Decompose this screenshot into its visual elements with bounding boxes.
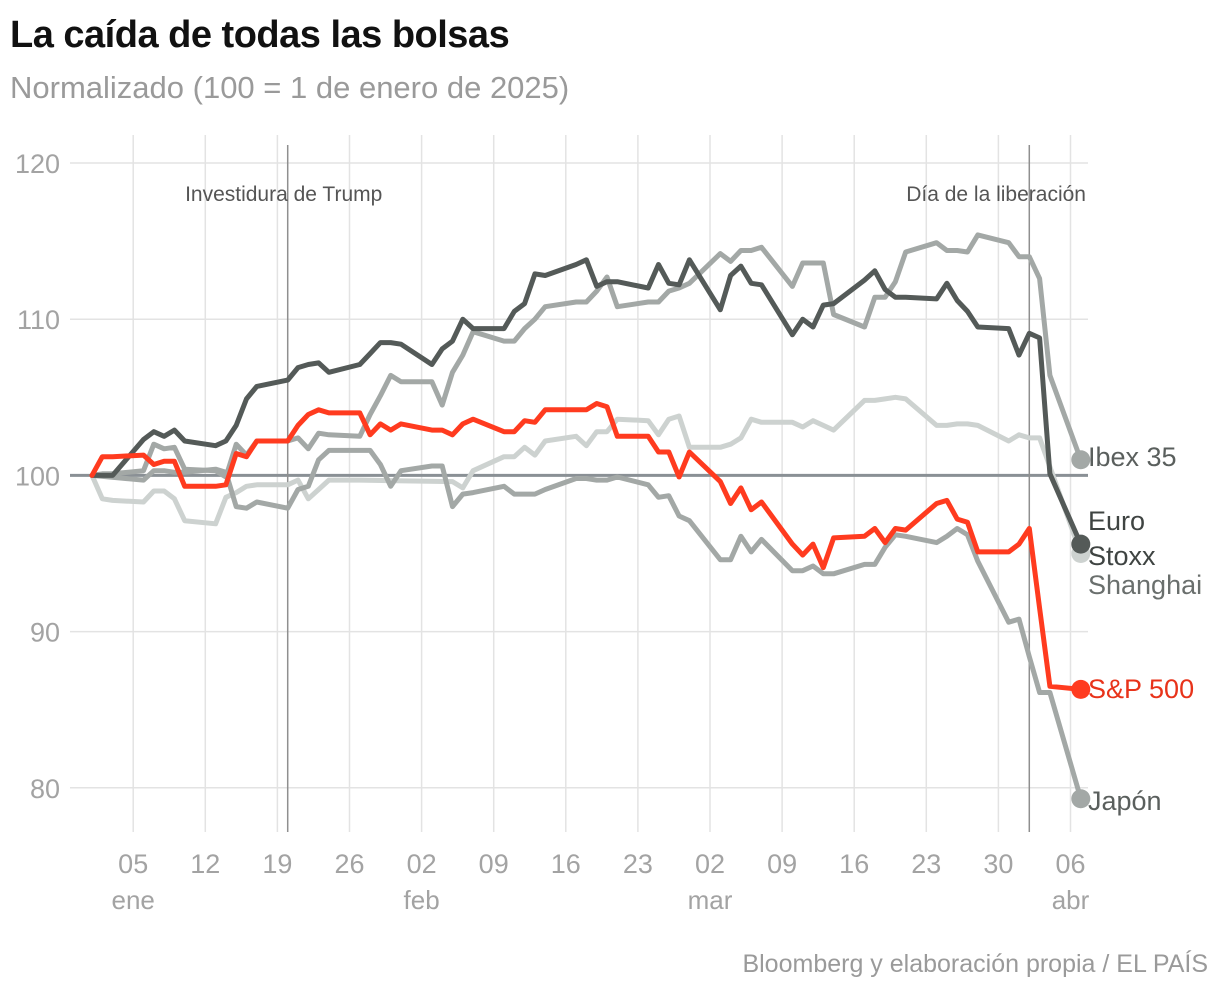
series-line [89,401,1084,692]
y-tick-label: 120 [15,149,60,179]
x-tick-label: 02 [695,849,725,879]
x-tick-label: 16 [551,849,581,879]
series-end-label: S&P 500 [1088,674,1194,704]
x-tick-label: 09 [767,849,797,879]
series-layer [89,232,1091,809]
x-tick-label: 16 [839,849,869,879]
x-tick-label: 19 [262,849,292,879]
x-tick-label: 23 [623,849,653,879]
x-tick-label: 12 [190,849,220,879]
series-end-dot [1071,679,1091,699]
event-label: Investidura de Trump [185,183,382,206]
series-end-label: Ibex 35 [1088,442,1177,472]
x-tick-label: 26 [334,849,364,879]
month-label: ene [112,885,155,915]
chart-subtitle: Normalizado (100 = 1 de enero de 2025) [10,70,570,105]
month-label: abr [1052,885,1090,915]
x-tick-label: 09 [479,849,509,879]
event-label: Día de la liberación [906,183,1086,206]
series-end-dot [1071,450,1091,470]
y-tick-label: 90 [30,618,60,648]
y-tick-label: 110 [17,305,60,335]
month-label: feb [404,885,440,915]
series-end-label: Japón [1088,786,1162,816]
x-tick-label: 02 [407,849,437,879]
x-tick-label: 05 [118,849,148,879]
y-tick-label: 100 [15,461,60,491]
series-line [89,257,1084,547]
series-end-dot [1071,534,1091,554]
series-line [89,232,1084,480]
x-tick-label: 06 [1055,849,1085,879]
series-end-label: Stoxx [1088,541,1156,571]
series-line [89,447,1084,802]
series-end-label: Euro [1088,506,1145,536]
month-label: mar [688,885,733,915]
series-end-dot [1071,789,1091,809]
x-tick-label: 30 [983,849,1013,879]
source-note: Bloomberg y elaboración propia / EL PAÍS [742,950,1208,978]
x-tick-label: 23 [911,849,941,879]
chart-title: La caída de todas las bolsas [10,14,510,56]
series-end-label: Shanghai [1088,570,1202,600]
axis-layer: 80 90 100 110 120 05 12 19 26 02 09 16 23 02 09 16 23 30 0… [15,149,1090,915]
y-tick-label: 80 [30,774,60,804]
